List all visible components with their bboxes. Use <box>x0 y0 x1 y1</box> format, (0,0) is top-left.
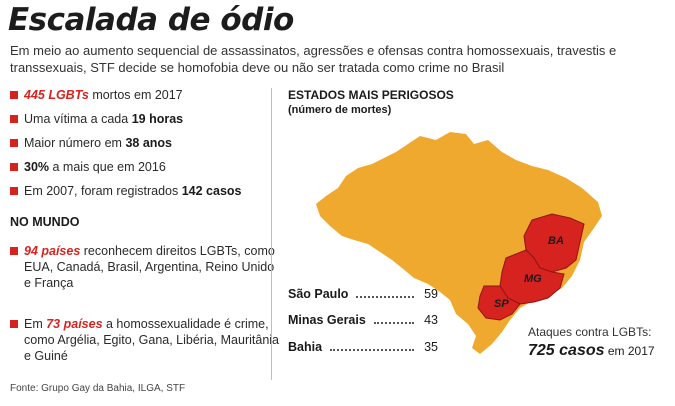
world-text: Em <box>24 317 47 331</box>
page-title: Escalada de ódio <box>8 2 294 38</box>
ranking-value: 59 <box>424 287 438 301</box>
fact-text: a mais que em 2016 <box>49 160 166 174</box>
world-highlight: 73 países <box>46 317 103 331</box>
ranking-value: 43 <box>424 313 438 327</box>
subtitle: Em meio ao aumento sequencial de assassi… <box>10 43 617 75</box>
fact-item: Em 2007, foram registrados 142 casos <box>10 184 275 199</box>
fact-bold: 19 horas <box>131 112 184 126</box>
world-fact: Em 73 países a homossexualidade é crime,… <box>10 316 279 364</box>
ranking-state: Minas Gerais <box>288 313 366 327</box>
leader-dots <box>356 296 414 298</box>
world-highlight: 94 países <box>24 244 81 258</box>
facts-list: 445 LGBTs mortos em 2017 Uma vítima a ca… <box>10 88 275 208</box>
world-fact: 94 países reconhecem direitos LGBTs, com… <box>10 243 279 291</box>
attacks-suffix: em 2017 <box>604 344 655 358</box>
bullet-square-icon <box>10 115 18 123</box>
source-note: Fonte: Grupo Gay da Bahia, ILGA, STF <box>10 383 186 394</box>
divider <box>271 88 272 380</box>
bullet-square-icon <box>10 320 18 328</box>
attacks-value: 725 casos em 2017 <box>528 342 655 360</box>
bullet-square-icon <box>10 187 18 195</box>
fact-text: Maior número em <box>24 136 126 150</box>
world-text: a homossexualidade é crime, como Argélia… <box>24 317 279 363</box>
fact-text: Uma vítima a cada <box>24 112 132 126</box>
fact-item: 30% a mais que em 2016 <box>10 160 275 175</box>
leader-dots <box>374 322 414 324</box>
ranking-row: São Paulo 59 <box>288 287 438 301</box>
state-label-mg: MG <box>524 273 542 285</box>
fact-bold: 30% <box>24 160 50 174</box>
ranking-row: Minas Gerais 43 <box>288 313 438 327</box>
ranking-state: Bahia <box>288 340 323 354</box>
fact-text: mortos em 2017 <box>88 88 183 102</box>
world-heading: NO MUNDO <box>10 215 80 229</box>
attacks-count: 725 casos <box>528 342 605 359</box>
state-label-ba: BA <box>548 235 564 247</box>
fact-item: Uma vítima a cada 19 horas <box>10 112 275 127</box>
fact-bold: 38 anos <box>125 136 172 150</box>
fact-text: Em 2007, foram registrados <box>24 184 182 198</box>
ranking-value: 35 <box>424 340 438 354</box>
ranking-row: Bahia 35 <box>288 340 438 354</box>
bullet-square-icon <box>10 163 18 171</box>
state-sao-paulo-shape <box>477 285 521 321</box>
fact-bold: 142 casos <box>181 184 242 198</box>
bullet-square-icon <box>10 139 18 147</box>
bullet-square-icon <box>10 247 18 255</box>
attacks-label: Ataques contra LGBTs: <box>528 325 652 339</box>
fact-item: Maior número em 38 anos <box>10 136 275 151</box>
brazil-map: BA MG SP <box>316 132 602 354</box>
ranking-state: São Paulo <box>288 287 349 301</box>
fact-highlight: 445 LGBTs <box>24 88 89 102</box>
world-text: reconhecem direitos LGBTs, como EUA, Can… <box>24 244 275 290</box>
map-subheading: (número de mortes) <box>288 104 392 116</box>
state-label-sp: SP <box>494 298 509 310</box>
fact-item: 445 LGBTs mortos em 2017 <box>10 88 275 103</box>
map-heading: ESTADOS MAIS PERIGOSOS <box>288 88 454 102</box>
bullet-square-icon <box>10 91 18 99</box>
leader-dots <box>330 349 414 351</box>
